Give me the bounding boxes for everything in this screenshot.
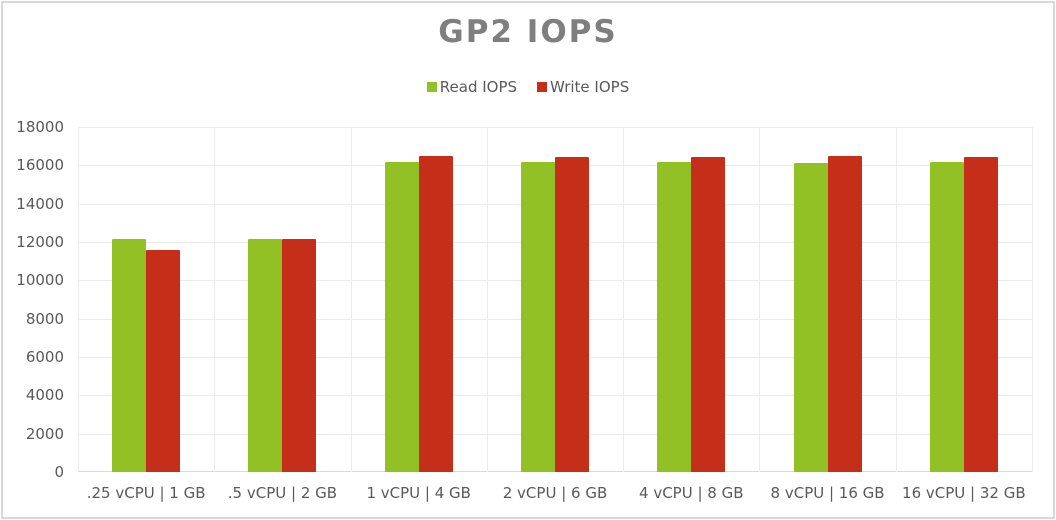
x-tick-label: 8 vCPU | 16 GB [770, 484, 885, 502]
y-tick-label: 6000 [25, 348, 64, 366]
x-tick-label: 16 vCPU | 32 GB [902, 484, 1026, 502]
vertical-gridline [623, 127, 625, 472]
y-tick-label: 16000 [16, 156, 64, 175]
vertical-gridline [214, 127, 216, 472]
y-tick-label: 10000 [16, 271, 64, 290]
legend-label-read: Read IOPS [439, 78, 518, 96]
y-tick-label: 4000 [25, 386, 64, 405]
vertical-gridline [895, 127, 897, 472]
x-tick-label: .5 vCPU | 2 GB [227, 484, 338, 502]
y-tick-label: 2000 [25, 424, 64, 443]
y-tick-label: 0 [54, 463, 64, 481]
vertical-gridline [759, 127, 761, 472]
bar-write [282, 239, 317, 472]
bar-read [248, 239, 283, 472]
bar-write [827, 155, 862, 472]
bar-write [418, 155, 453, 472]
bar-read [793, 163, 828, 472]
vertical-gridline [78, 127, 79, 472]
vertical-gridline [1032, 127, 1033, 472]
x-tick-label: 1 vCPU | 4 GB [366, 484, 471, 502]
bar-write [555, 156, 589, 472]
legend-swatch-write [537, 82, 548, 92]
plot-area [78, 127, 1033, 472]
legend-label-write: Write IOPS [550, 78, 630, 96]
legend-swatch-read [426, 82, 437, 92]
bar-read [521, 162, 555, 472]
y-tick-label: 12000 [16, 233, 64, 251]
bar-write [963, 156, 998, 472]
x-tick-label: 2 vCPU | 6 GB [502, 484, 608, 502]
bar-write [146, 250, 181, 472]
legend-item-write: Write IOPS [537, 78, 629, 96]
x-tick-label: 4 vCPU | 8 GB [639, 484, 744, 502]
bar-read [384, 161, 419, 472]
bar-read [112, 239, 147, 472]
legend-item-read: Read IOPS [426, 78, 518, 96]
bar-read [657, 161, 692, 472]
y-tick-label: 18000 [16, 118, 64, 136]
vertical-gridline [350, 127, 352, 472]
y-tick-label: 14000 [16, 194, 64, 213]
bar-read [929, 162, 964, 472]
y-tick-label: 8000 [25, 309, 64, 328]
bar-write [691, 156, 726, 472]
x-tick-label: .25 vCPU | 1 GB [86, 484, 206, 502]
chart-title: GP2 IOPS [438, 14, 618, 50]
vertical-gridline [486, 127, 488, 472]
gridline [78, 127, 1032, 128]
chart-legend: Read IOPS Write IOPS [0, 78, 1056, 96]
